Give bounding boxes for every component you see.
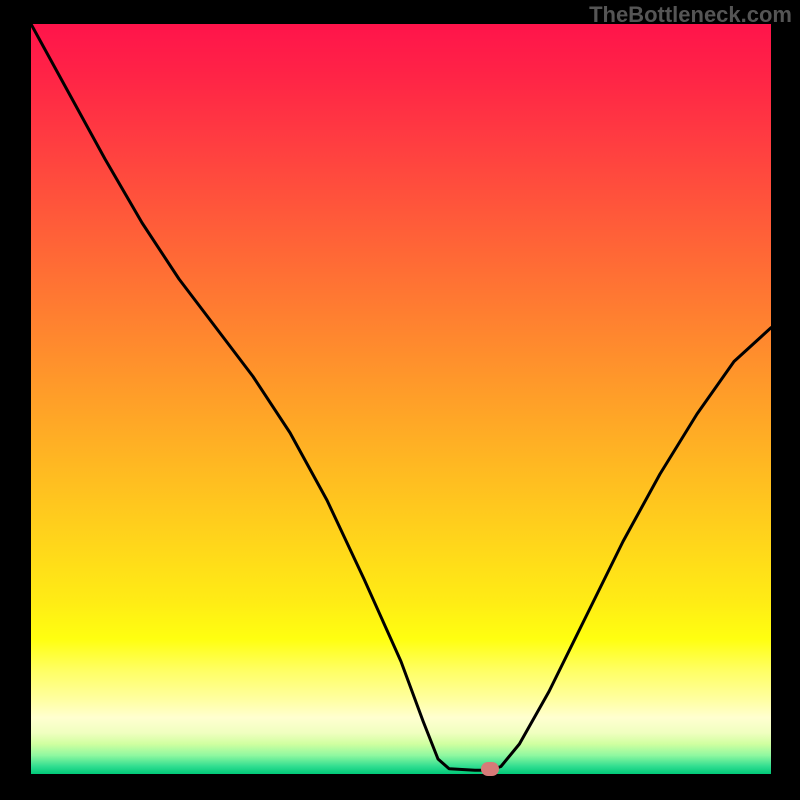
chart-container: TheBottleneck.com (0, 0, 800, 800)
chart-svg (31, 24, 771, 774)
plot-area (31, 24, 771, 774)
watermark-text: TheBottleneck.com (589, 2, 792, 28)
optimum-marker (481, 762, 499, 776)
